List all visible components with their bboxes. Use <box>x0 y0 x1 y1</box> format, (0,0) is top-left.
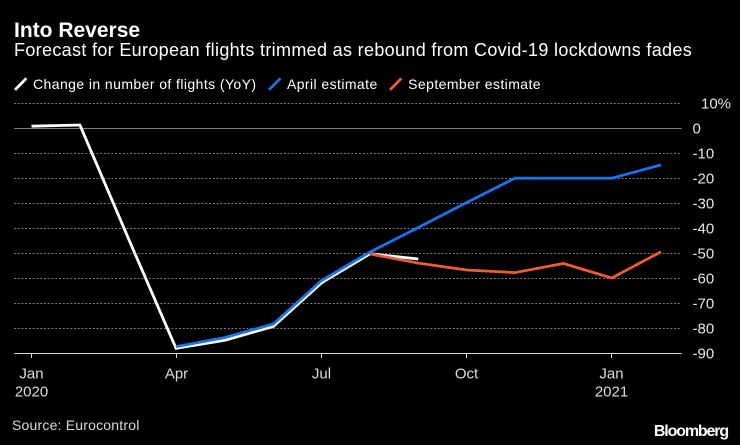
svg-text:0: 0 <box>693 120 701 137</box>
svg-text:-90: -90 <box>693 345 715 362</box>
svg-text:-60: -60 <box>693 270 715 287</box>
svg-text:-70: -70 <box>693 295 715 312</box>
svg-text:-40: -40 <box>693 220 715 237</box>
svg-text:10%: 10% <box>701 95 731 112</box>
svg-text:-20: -20 <box>693 170 715 187</box>
svg-text:-50: -50 <box>693 245 715 262</box>
svg-text:-30: -30 <box>693 195 715 212</box>
svg-text:Apr: Apr <box>165 366 188 383</box>
svg-text:Jul: Jul <box>312 366 331 383</box>
svg-text:-80: -80 <box>693 320 715 337</box>
svg-text:-10: -10 <box>693 145 715 162</box>
svg-text:Oct: Oct <box>455 366 479 383</box>
